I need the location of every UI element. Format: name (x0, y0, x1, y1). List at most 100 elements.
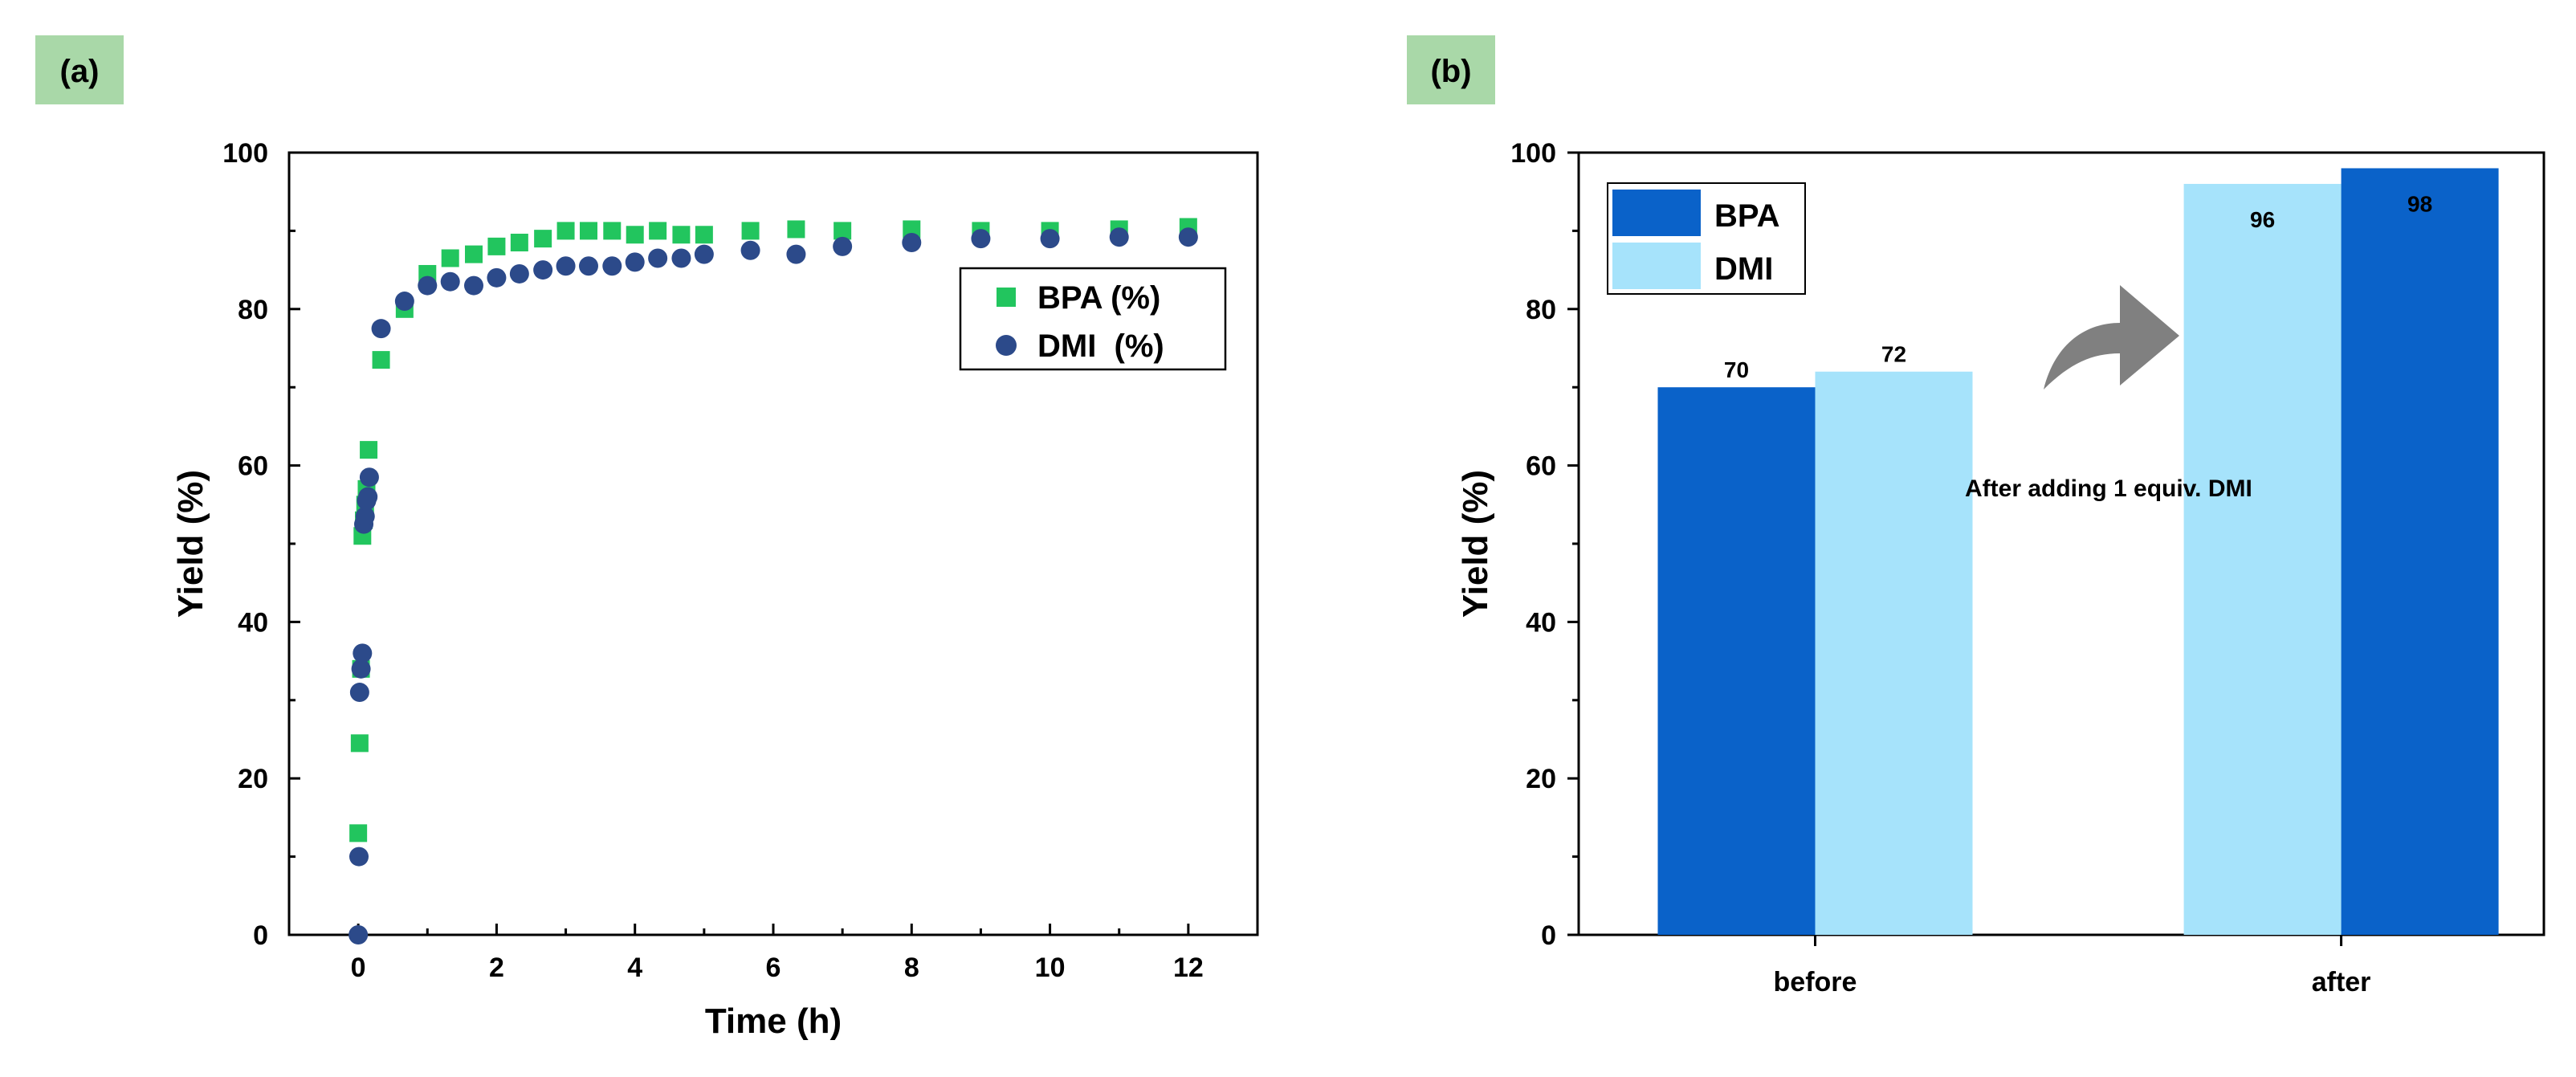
dmi-point (353, 643, 373, 663)
bar-value-label: 96 (2250, 207, 2275, 232)
dmi-point (533, 260, 553, 280)
bpa-point (487, 237, 506, 255)
dmi-point (694, 244, 714, 264)
dmi-point (418, 275, 438, 296)
chart-a-y-tick-label: 0 (253, 920, 268, 951)
chart-b-y-tick-label: 40 (1526, 607, 1556, 638)
chart-b-annotation: After adding 1 equiv. DMI (1965, 475, 2252, 502)
chart-a-y-tick-label: 100 (222, 138, 268, 169)
bpa-point (441, 249, 459, 267)
chart-a-x-tick-label: 8 (904, 953, 919, 983)
dmi-point (902, 233, 922, 253)
chart-a-legend-label-dmi: DMI (%) (1037, 328, 1164, 364)
chart-b-bars: 70 72 96 98 (1657, 168, 2499, 936)
bpa-point (626, 226, 644, 244)
chart-a-y-label: Yield (%) (171, 470, 210, 618)
bpa-point (695, 226, 713, 244)
dmi-point (556, 256, 576, 276)
panel-b-tag-text: (b) (1430, 54, 1471, 89)
chart-b-legend-swatch-dmi (1612, 243, 1701, 289)
dmi-point (440, 271, 460, 292)
chart-b-legend: BPA DMI (1607, 182, 1806, 295)
dmi-point (487, 267, 507, 288)
dmi-point (602, 256, 622, 276)
dmi-point (371, 319, 391, 339)
chart-b-y-label: Yield (%) (1456, 470, 1495, 618)
chart-b-y-ticks: 0 20 40 60 80 100 (1510, 138, 1579, 951)
chart-b-x-tick-label: before (1774, 967, 1857, 997)
bar-value-label: 72 (1881, 342, 1906, 367)
bpa-point (350, 734, 369, 753)
dmi-point (355, 506, 375, 526)
bar-before-bpa (1657, 387, 1816, 935)
dmi-point (578, 256, 598, 276)
chart-a-y-tick-label: 20 (238, 764, 268, 794)
chart-a-x-tick-label: 4 (627, 953, 642, 983)
bpa-point (787, 220, 805, 239)
dmi-point (971, 229, 991, 249)
chart-a-legend: BPA (%) DMI (%) (959, 267, 1227, 371)
panel-a-tag: (a) (35, 35, 124, 104)
chart-a: 0 2 4 6 8 10 12 0 20 40 60 80 100 Time (h) Yield (%… (171, 138, 1259, 1041)
panel-a-tag-text: (a) (60, 54, 100, 89)
bpa-point (465, 245, 483, 263)
chart-b-y-tick-label: 0 (1541, 920, 1556, 951)
bpa-point (603, 222, 622, 240)
chart-b-y-tick-label: 60 (1526, 451, 1556, 482)
bpa-point (534, 230, 552, 248)
bpa-point (360, 441, 378, 459)
bpa-point (672, 226, 691, 244)
bar-value-label: 70 (1724, 357, 1749, 382)
bar-value-label: 98 (2407, 191, 2432, 216)
bpa-point (649, 222, 667, 240)
bar-after-dmi (2183, 183, 2342, 935)
chart-a-legend-label-bpa: BPA (%) (1037, 280, 1160, 316)
bpa-point (834, 222, 852, 240)
bpa-point (372, 351, 390, 369)
bpa-point (556, 222, 575, 240)
dmi-point (833, 236, 853, 256)
bpa-point (903, 220, 921, 239)
chart-b-y-tick-label: 100 (1510, 138, 1556, 169)
chart-a-y-tick-label: 60 (238, 451, 268, 482)
bpa-point (741, 222, 760, 240)
panel-b-tag-bg (1407, 35, 1495, 104)
chart-a-y-ticks: 0 20 40 60 80 100 (222, 138, 300, 951)
curved-arrow-icon (2044, 285, 2179, 390)
dmi-point (671, 248, 691, 268)
chart-a-x-label: Time (h) (705, 1002, 842, 1041)
chart-b-y-tick-label: 80 (1526, 295, 1556, 325)
chart-a-legend-marker-bpa (997, 288, 1016, 307)
dmi-point (358, 487, 378, 507)
chart-a-y-tick-label: 40 (238, 607, 268, 638)
bar-before-dmi (1815, 371, 1973, 936)
panel-b-tag: (b) (1407, 35, 1495, 104)
dmi-point (348, 925, 369, 944)
chart-a-x-tick-label: 0 (351, 953, 366, 983)
dmi-point (740, 240, 760, 260)
bpa-point (579, 222, 597, 240)
chart-a-x-tick-label: 2 (489, 953, 504, 983)
bpa-point (349, 824, 368, 842)
chart-b-x-ticks: before after (1774, 935, 2370, 997)
chart-b: 0 20 40 60 80 100 70 72 96 98 before after Yield … (1456, 138, 2545, 997)
chart-a-legend-marker-dmi (996, 335, 1017, 356)
dmi-point (625, 252, 645, 272)
chart-b-legend-swatch-bpa (1612, 190, 1701, 236)
bpa-point (510, 234, 528, 252)
chart-a-points (348, 218, 1198, 944)
dmi-point (464, 275, 484, 296)
chart-a-x-tick-label: 12 (1173, 953, 1204, 983)
chart-b-legend-label-bpa: BPA (1714, 198, 1779, 234)
dmi-point (349, 847, 369, 867)
chart-a-x-ticks: 0 2 4 6 8 10 12 (351, 924, 1204, 983)
dmi-point (1109, 227, 1129, 247)
dmi-point (786, 244, 806, 264)
bar-after-bpa (2341, 168, 2499, 936)
dmi-point (351, 659, 371, 679)
dmi-point (349, 683, 369, 703)
dmi-point (1040, 229, 1060, 249)
dmi-point (394, 292, 414, 312)
